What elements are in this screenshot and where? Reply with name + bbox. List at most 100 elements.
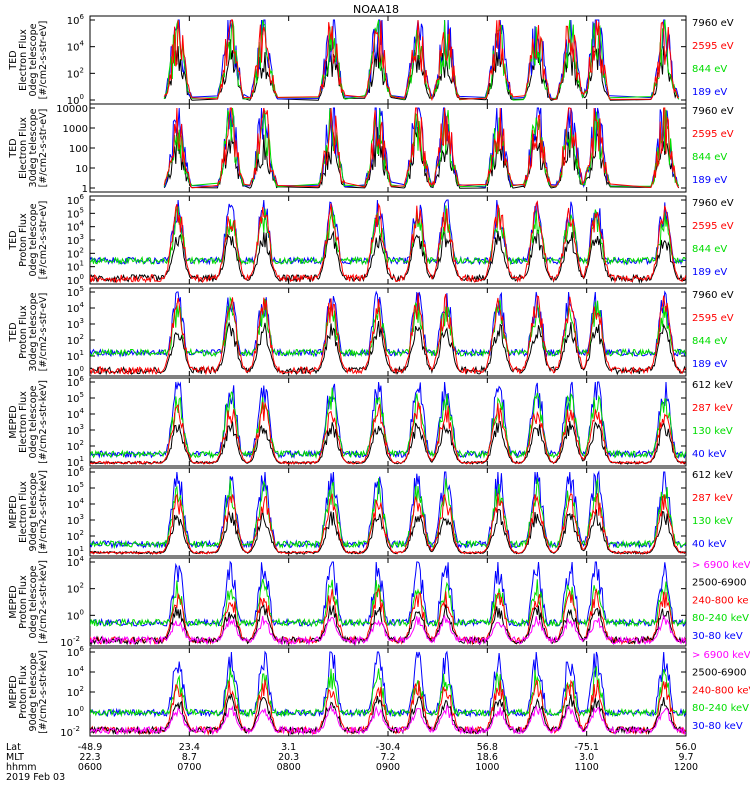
legend-entry: > 6900 keV [692,650,750,661]
legend-entry: 189 eV [692,267,727,278]
y-tick-exponent: 0 [80,365,84,373]
series-red [90,292,686,376]
series-green [90,578,686,628]
y-tick-exponent: 3 [80,317,84,325]
y-tick-label: 102 [67,439,84,453]
series-red [90,492,686,555]
y-tick-label: 105 [67,285,84,299]
x-tick-label-mlt: 20.3 [278,752,299,763]
y-axis-label: TEDProton Flux0deg telescope[#/cm2-s-str… [8,201,49,280]
x-tick-label-mlt: 22.3 [79,752,100,763]
y-axis-label-line: [#/cm2-s-str-keV] [38,650,49,734]
series-green [90,205,686,266]
date-label: 2019 Feb 03 [6,772,65,783]
y-tick-exponent: -2 [73,635,80,643]
y-tick-exponent: 1 [80,545,84,553]
legend-entry: 7960 eV [692,18,734,29]
series-black [90,693,686,736]
y-axis-label-line: 90deg telescope [28,472,39,551]
series-group [90,381,686,466]
y-tick-exponent: 6 [80,13,85,21]
x-tick-label-hhmm: 0800 [277,762,301,773]
y-tick-label: 105 [67,391,84,405]
legend-entry: 80-240 keV [692,613,749,624]
y-axis-label-line: Proton Flux [18,305,29,359]
legend-entry: 30-80 keV [692,721,743,732]
y-tick-label: 106 [67,465,85,479]
y-tick-label: 102 [67,246,84,260]
y-axis-label-line: 0deg telescope [28,385,39,458]
y-axis-label-line: 30deg telescope [28,108,39,187]
y-tick-label: 104 [67,497,85,511]
panel-7: 10-2 100 102 104 MEPEDProton Flux0deg telesc… [8,555,750,649]
y-tick-exponent: 5 [80,391,84,399]
y-tick-exponent: 3 [80,513,84,521]
y-tick-exponent: 6 [80,193,85,201]
y-tick-exponent: 5 [80,206,84,214]
y-tick-label: 10 [75,164,88,175]
y-axis-label: MEPEDProton Flux0deg telescope[#/cm2-s-s… [8,560,49,644]
row-label: hhmm [6,762,37,773]
y-axis-label-line: [#/cm2-s-str-keV] [38,560,49,644]
y-tick-label: 102 [67,333,84,347]
y-tick-exponent: 5 [80,285,84,293]
x-tick-label-lat: -48.9 [78,742,103,753]
y-tick-label: 102 [67,66,84,80]
y-tick-label: 101 [67,260,84,274]
y-tick-exponent: 6 [80,465,85,473]
y-tick-exponent: 0 [80,705,84,713]
y-tick-exponent: 2 [80,685,84,693]
x-tick-label-lat: -75.1 [574,742,599,753]
y-tick-label: 105 [67,481,84,495]
y-tick-label: 102 [67,529,84,543]
y-tick-exponent: 5 [80,481,84,489]
series-magenta [90,704,686,736]
y-tick-exponent: 2 [80,529,84,537]
y-axis-label-line: Electron Flux [18,117,29,179]
y-axis-label-line: 0deg telescope [28,203,39,276]
y-axis-label-line: TED [8,50,19,70]
y-axis-label: MEPEDElectron Flux90deg telescope[#/cm2-… [8,470,49,554]
legend-entry: 80-240 keV [692,703,749,714]
legend-entry: > 6900 keV [692,560,750,571]
series-group [90,290,686,376]
legend-entry: 2595 eV [692,129,734,140]
y-axis-label-line: [#/cm2-s-str-keV] [38,380,49,464]
y-tick-exponent: 2 [80,246,84,254]
series-red [90,587,686,646]
y-tick-exponent: 0 [80,273,84,281]
legend-entry: 287 keV [692,403,733,414]
series-blue [90,650,686,718]
series-red [163,107,680,189]
y-axis-label-line: [#/cm2-s-str-eV] [38,21,49,100]
y-tick-label: 106 [67,375,85,389]
series-group [90,560,686,646]
series-red [163,19,679,102]
y-axis-label-line: MEPED [8,495,19,528]
y-tick-label: 104 [67,407,85,421]
legend-entry: 844 eV [692,244,727,255]
x-tick-label-lat: 23.4 [179,742,200,753]
y-tick-label: 104 [67,40,85,54]
panel-2: 1 10 100 1000 10000 TEDElectron Flux30deg tel… [8,103,734,195]
y-tick-label: 106 [67,13,85,27]
x-tick-label-hhmm: 0600 [78,762,102,773]
y-axis-label: TEDElectron Flux0deg telescope[#/cm2-s-s… [8,21,49,100]
series-black [90,420,686,465]
y-tick-exponent: 1 [80,260,84,268]
legend-entry: 30-80 keV [692,631,743,642]
series-blue [90,381,686,460]
series-red [90,200,686,284]
y-tick-label: 100 [67,705,84,719]
y-tick-exponent: 4 [80,555,85,563]
y-tick-label: 104 [67,665,85,679]
legend-entry: 287 keV [692,493,733,504]
y-axis-label-line: MEPED [8,675,19,708]
y-tick-label: 102 [67,582,84,596]
plot-title: NOAA18 [353,3,399,16]
y-axis-label-line: MEPED [8,405,19,438]
y-axis-label-line: 0deg telescope [28,23,39,96]
